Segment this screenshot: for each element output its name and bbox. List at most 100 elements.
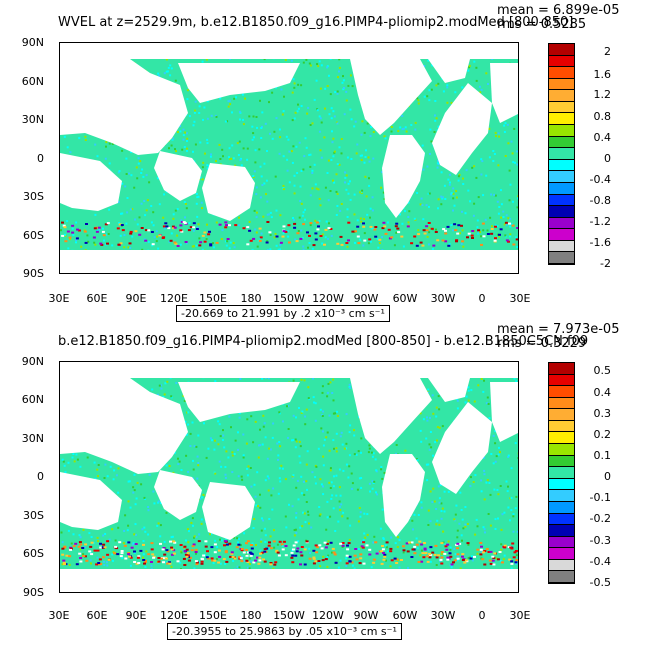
colorbar-segment [549, 559, 574, 572]
colorbar-label: 0.4 [593, 386, 612, 399]
lon-tick-label: 120W [312, 609, 344, 622]
lon-tick-label: 90E [125, 292, 147, 305]
lat-tick-label: 30S [23, 190, 44, 203]
colorbar-segment [549, 501, 574, 514]
colorbar-label: 0.5 [593, 364, 612, 377]
colorbar-segment [549, 90, 574, 102]
panel2-title: b.e12.B1850.f09_g16.PIMP4-pliomip2.modMe… [58, 335, 589, 348]
lon-tick-label: 150E [199, 609, 227, 622]
lon-tick-label: 30E [48, 292, 70, 305]
panel2-map [59, 361, 519, 593]
colorbar-segment [549, 409, 574, 421]
colorbar-segment [549, 490, 574, 502]
lon-tick-label: 150E [199, 292, 227, 305]
panel1-title: WVEL at z=2529.9m, b.e12.B1850.f09_g16.P… [58, 15, 574, 30]
lon-tick-label: 60E [86, 609, 108, 622]
colorbar-segment [549, 525, 574, 537]
panel2-mean: mean = 7.973e-05 [497, 322, 620, 337]
colorbar-label: -1.2 [589, 215, 611, 228]
lon-tick-label: 120W [312, 292, 344, 305]
lon-tick-label: 60W [392, 292, 418, 305]
colorbar-segment [549, 397, 574, 410]
colorbar-label: -0.4 [589, 555, 611, 568]
colorbar-segment [549, 78, 574, 91]
panel1-rms: rms = 0.5285 [497, 17, 587, 32]
lon-tick-label: 0 [478, 609, 486, 622]
colorbar-segment [549, 444, 574, 456]
colorbar-segment [549, 55, 574, 68]
colorbar-label: -2 [600, 257, 611, 270]
velocity-field [60, 362, 518, 592]
lon-tick-label: 30E [48, 609, 70, 622]
colorbar-segment [549, 548, 574, 560]
colorbar-label: -0.2 [589, 512, 611, 525]
colorbar-segment [549, 478, 574, 491]
colorbar-segment [549, 513, 574, 526]
lon-tick-label: 120E [160, 609, 188, 622]
colorbar-label: -0.4 [589, 173, 611, 186]
colorbar-segment [549, 113, 574, 126]
colorbar-label: 2 [604, 45, 611, 58]
panel2-contour-range: -20.3955 to 25.9863 by .05 x10⁻³ cm s⁻¹ [167, 623, 402, 640]
lat-tick-label: 90S [23, 267, 44, 280]
colorbar-label: -0.3 [589, 534, 611, 547]
lon-tick-label: 180 [240, 609, 262, 622]
colorbar-label: 1.6 [593, 68, 612, 81]
lon-tick-label: 0 [478, 292, 486, 305]
colorbar-segment [549, 67, 574, 79]
colorbar-segment [549, 363, 574, 375]
lon-tick-label: 90W [353, 609, 379, 622]
lat-tick-label: 60N [21, 393, 44, 406]
colorbar-label: 0.1 [593, 449, 612, 462]
colorbar-segment [549, 536, 574, 549]
colorbar-segment [549, 182, 574, 195]
colorbar-label: 0.4 [593, 131, 612, 144]
colorbar-segment [549, 374, 574, 387]
lon-tick-label: 180 [240, 292, 262, 305]
lon-tick-label: 30W [430, 609, 456, 622]
colorbar-segment [549, 217, 574, 230]
panel2-colorbar [548, 362, 575, 584]
panel1-map [59, 42, 519, 274]
colorbar-segment [549, 229, 574, 241]
colorbar-segment [549, 101, 574, 114]
colorbar-segment [549, 125, 574, 137]
lat-tick-label: 0 [37, 152, 44, 165]
colorbar-segment [549, 148, 574, 160]
lat-tick-label: 90N [21, 36, 44, 49]
panel1-colorbar [548, 43, 575, 265]
lat-tick-label: 90N [21, 355, 44, 368]
colorbar-label: -0.1 [589, 491, 611, 504]
lon-tick-label: 60W [392, 609, 418, 622]
colorbar-segment [549, 136, 574, 149]
colorbar-label: -0.5 [589, 576, 611, 589]
lat-tick-label: 30S [23, 509, 44, 522]
colorbar-label: -1.6 [589, 236, 611, 249]
colorbar-segment [549, 386, 574, 398]
colorbar-segment [549, 194, 574, 207]
colorbar-segment [549, 171, 574, 183]
colorbar-label: 0.2 [593, 428, 612, 441]
lon-tick-label: 30E [509, 292, 531, 305]
panel1-mean: mean = 6.899e-05 [497, 3, 620, 18]
colorbar-segment [549, 432, 574, 445]
panel2-rms: rms = 0.3229 [497, 336, 587, 351]
lon-tick-label: 90E [125, 609, 147, 622]
colorbar-segment [549, 455, 574, 468]
velocity-field [60, 43, 518, 273]
colorbar-label: 0 [604, 470, 611, 483]
colorbar-segment [549, 240, 574, 253]
lon-tick-label: 120E [160, 292, 188, 305]
lat-tick-label: 90S [23, 586, 44, 599]
colorbar-segment [549, 420, 574, 433]
lat-tick-label: 30N [21, 432, 44, 445]
colorbar-segment [549, 467, 574, 479]
panel1-contour-range: -20.669 to 21.991 by .2 x10⁻³ cm s⁻¹ [176, 305, 390, 322]
colorbar-segment [549, 571, 574, 583]
lat-tick-label: 60S [23, 229, 44, 242]
colorbar-label: 0.8 [593, 110, 612, 123]
colorbar-label: 0.3 [593, 407, 612, 420]
colorbar-segment [549, 206, 574, 218]
lon-tick-label: 30E [509, 609, 531, 622]
colorbar-segment [549, 252, 574, 264]
